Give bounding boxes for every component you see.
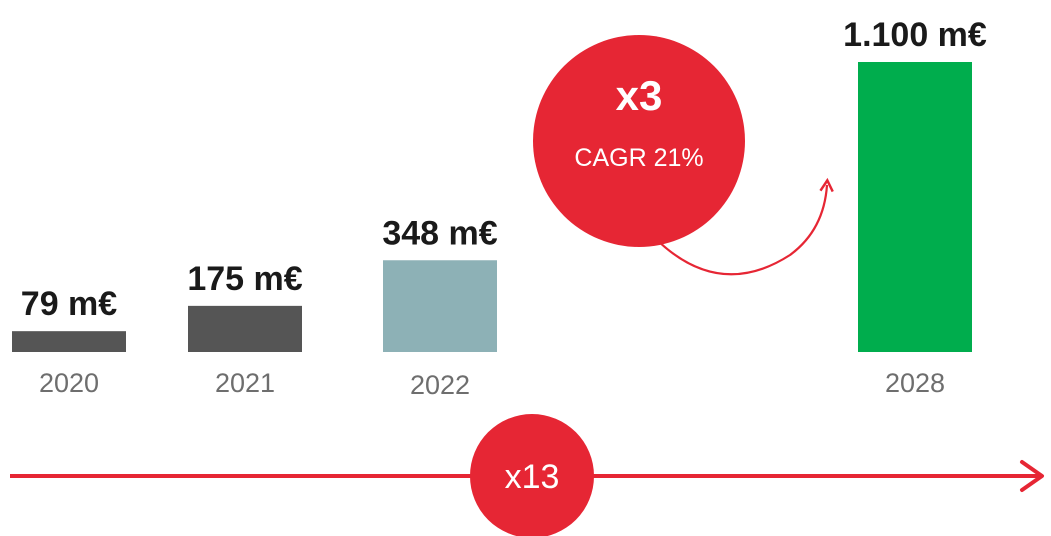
year-label-2028: 2028: [885, 368, 945, 398]
bar-2028: [858, 62, 972, 352]
year-label-2021: 2021: [215, 368, 275, 398]
value-label-2022: 348 m€: [382, 214, 497, 252]
total-growth-circle: [470, 414, 594, 536]
bar-2020: [12, 331, 126, 352]
bars-group: [12, 62, 972, 352]
value-labels-group: 79 m€ 175 m€ 348 m€ 1.100 m€: [21, 16, 987, 323]
growth-bubble: x3 CAGR 21%: [533, 35, 834, 276]
growth-arrow-curve: [656, 177, 834, 276]
value-label-2021: 175 m€: [187, 260, 302, 298]
bar-2022: [383, 260, 497, 352]
year-label-2020: 2020: [39, 368, 99, 398]
timeline-arrow-head: [1020, 460, 1044, 492]
value-label-2028: 1.100 m€: [843, 16, 987, 54]
growth-multiplier: x3: [616, 72, 663, 119]
bar-2021: [188, 305, 302, 352]
value-label-2020: 79 m€: [21, 285, 117, 323]
year-labels-group: 2020 2021 2022 2028: [39, 368, 945, 400]
cagr-label: CAGR 21%: [574, 144, 703, 172]
total-growth-multiplier: x13: [505, 458, 560, 496]
timeline-arrow: x13: [10, 414, 1044, 536]
year-label-2022: 2022: [410, 370, 470, 400]
growth-bubble-circle: [533, 35, 745, 247]
